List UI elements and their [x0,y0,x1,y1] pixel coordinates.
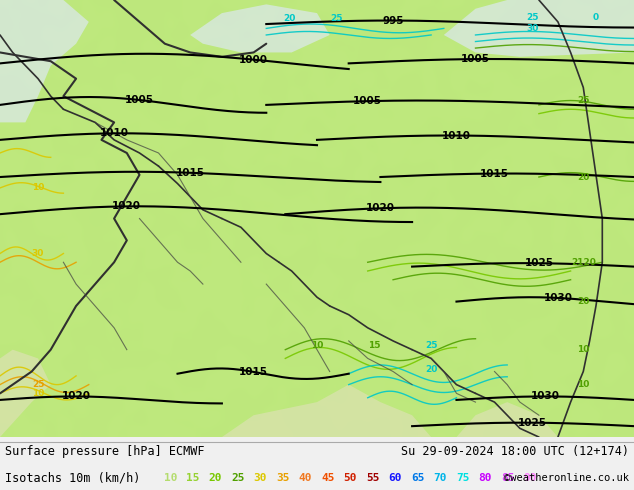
Text: 20: 20 [577,297,590,306]
Text: 1030: 1030 [531,392,560,401]
Polygon shape [456,402,558,437]
Text: 1030: 1030 [543,293,573,303]
Text: 1010: 1010 [442,130,471,141]
Text: 20: 20 [577,172,590,181]
Text: 1005: 1005 [461,54,490,64]
Text: 35: 35 [276,473,290,483]
Text: 1005: 1005 [353,96,382,106]
Text: 60: 60 [389,473,402,483]
Text: 15: 15 [186,473,200,483]
Text: 10: 10 [32,183,44,193]
Text: 1015: 1015 [480,169,509,178]
Text: 25: 25 [526,13,539,22]
Text: 30: 30 [254,473,267,483]
Text: 10: 10 [311,341,323,350]
Polygon shape [0,0,89,122]
Text: 25: 25 [231,473,245,483]
Text: 0: 0 [593,13,599,22]
Text: 80: 80 [479,473,492,483]
Text: 1025: 1025 [518,417,547,428]
Text: 1000: 1000 [239,54,268,65]
Text: 20: 20 [209,473,222,483]
Text: 45: 45 [321,473,335,483]
Text: Isotachs 10m (km/h): Isotachs 10m (km/h) [5,472,141,485]
Text: 40: 40 [299,473,312,483]
Text: 10: 10 [32,389,44,398]
Text: 1020: 1020 [112,201,141,211]
Text: 10: 10 [577,380,590,389]
Text: 10: 10 [164,473,177,483]
Text: 25: 25 [577,96,590,105]
Text: 10: 10 [577,345,590,354]
Text: 85: 85 [501,473,515,483]
Text: 25: 25 [330,14,342,23]
Text: 30: 30 [526,24,539,33]
Text: 1010: 1010 [100,128,129,138]
Text: 1015: 1015 [239,367,268,377]
Text: 55: 55 [366,473,380,483]
Polygon shape [0,350,51,437]
Text: 1020: 1020 [366,203,395,213]
Text: 50: 50 [344,473,357,483]
Polygon shape [222,385,431,437]
Polygon shape [444,0,634,57]
Polygon shape [190,4,330,52]
Text: 1025: 1025 [524,258,553,268]
Text: 1005: 1005 [125,95,154,105]
Text: 20: 20 [283,14,295,23]
Text: Surface pressure [hPa] ECMWF: Surface pressure [hPa] ECMWF [5,445,205,459]
Text: 65: 65 [411,473,425,483]
Text: 995: 995 [382,16,404,25]
Text: Su 29-09-2024 18:00 UTC (12+174): Su 29-09-2024 18:00 UTC (12+174) [401,445,629,459]
Text: 1015: 1015 [176,168,205,178]
Text: 25: 25 [32,380,44,389]
Text: 70: 70 [434,473,447,483]
Text: 20: 20 [425,365,437,374]
Text: 2120: 2120 [571,258,596,267]
Text: 90: 90 [524,473,537,483]
Text: ©weatheronline.co.uk: ©weatheronline.co.uk [504,473,629,483]
Text: 25: 25 [425,341,437,350]
Text: 75: 75 [456,473,470,483]
Text: 1020: 1020 [61,392,91,401]
Text: 15: 15 [368,341,380,350]
Text: 30: 30 [32,249,44,258]
